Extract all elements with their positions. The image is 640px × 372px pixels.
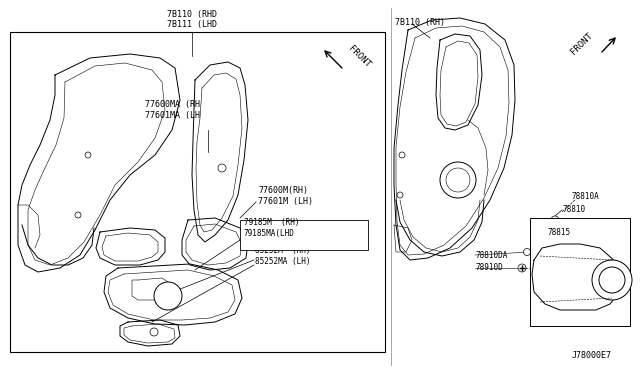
Circle shape: [551, 216, 559, 224]
Bar: [530, 218, 630, 326]
Text: 78810DA: 78810DA: [476, 250, 508, 260]
Polygon shape: [18, 54, 180, 272]
Circle shape: [592, 260, 632, 300]
Text: 7B110 (RHD
7B111 (LHD: 7B110 (RHD 7B111 (LHD: [167, 10, 217, 29]
Bar: [240, 220, 368, 250]
Circle shape: [440, 162, 476, 198]
Text: 78815: 78815: [548, 228, 571, 237]
Polygon shape: [182, 218, 248, 270]
Circle shape: [150, 328, 158, 336]
Circle shape: [218, 164, 226, 172]
Text: 77600MA (RH
77601MA (LH: 77600MA (RH 77601MA (LH: [145, 100, 200, 120]
Polygon shape: [436, 34, 482, 130]
Text: 78910D: 78910D: [476, 263, 504, 273]
Text: FRONT: FRONT: [568, 31, 594, 57]
Circle shape: [599, 267, 625, 293]
Text: J78000E7: J78000E7: [572, 351, 612, 360]
Circle shape: [518, 264, 526, 272]
Text: 77600M(RH)
77601M (LH): 77600M(RH) 77601M (LH): [258, 186, 313, 206]
Text: 85252M  (RH)
85252MA (LH): 85252M (RH) 85252MA (LH): [255, 246, 310, 266]
Text: FRONT: FRONT: [347, 44, 372, 70]
Polygon shape: [132, 278, 168, 300]
Circle shape: [85, 152, 91, 158]
Polygon shape: [394, 225, 412, 252]
Text: 7B110 (RH): 7B110 (RH): [395, 17, 445, 26]
Polygon shape: [104, 264, 242, 325]
Bar: [10, 32, 385, 352]
Circle shape: [399, 152, 405, 158]
Circle shape: [524, 248, 531, 256]
Circle shape: [397, 192, 403, 198]
Text: 79185M  (RH)
79185MA(LHD: 79185M (RH) 79185MA(LHD: [244, 218, 300, 238]
Circle shape: [154, 282, 182, 310]
Polygon shape: [192, 62, 248, 242]
Polygon shape: [532, 244, 620, 310]
Polygon shape: [120, 320, 180, 346]
Text: 78810: 78810: [563, 205, 586, 214]
Text: 78810A: 78810A: [572, 192, 600, 201]
Circle shape: [446, 168, 470, 192]
Polygon shape: [96, 228, 165, 265]
Circle shape: [75, 212, 81, 218]
Polygon shape: [394, 18, 515, 260]
